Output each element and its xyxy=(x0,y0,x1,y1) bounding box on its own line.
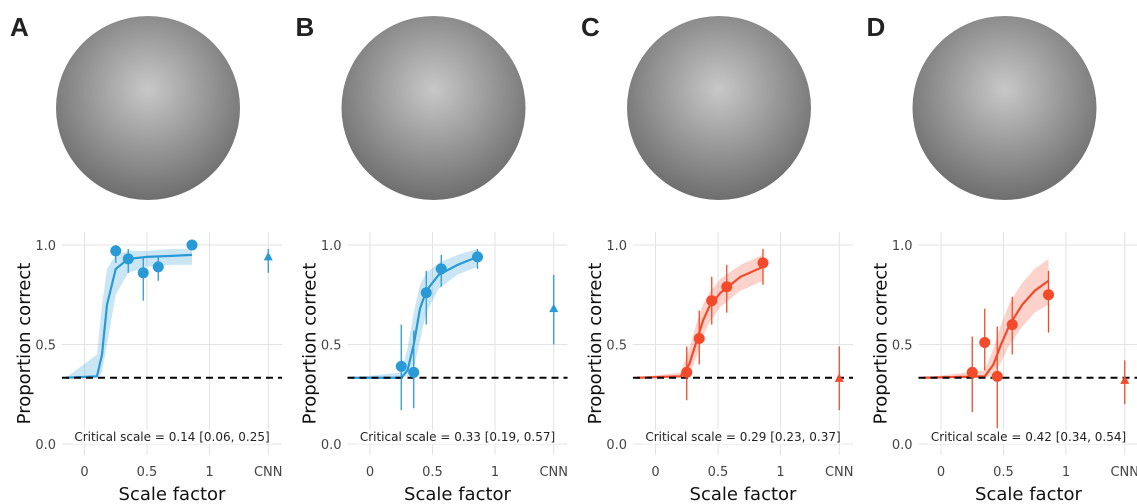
data-point xyxy=(1006,319,1018,331)
annotation: Critical scale = 0.14 [0.06, 0.25] xyxy=(74,430,269,444)
panel-label: C xyxy=(581,12,600,42)
y-axis-label: Proportion correct xyxy=(585,263,606,425)
x-tick-label: 1 xyxy=(491,465,499,480)
annotation-bg xyxy=(72,430,272,444)
data-point xyxy=(681,366,693,378)
annotation-bg xyxy=(643,430,843,444)
confidence-band xyxy=(351,248,478,378)
x-tick-label: CNN xyxy=(254,465,283,480)
cnn-point xyxy=(834,373,844,382)
x-tick-label: CNN xyxy=(1110,465,1137,480)
x-tick-label: 1 xyxy=(1062,465,1070,480)
data-point xyxy=(435,263,447,275)
x-tick-label: 0 xyxy=(80,465,88,480)
x-tick-label: 0 xyxy=(937,465,945,480)
data-point xyxy=(706,295,718,307)
cnn-point xyxy=(549,303,559,313)
data-point xyxy=(395,360,407,372)
x-tick-label: 0 xyxy=(651,465,659,480)
x-tick-label: 1 xyxy=(776,465,784,480)
photo xyxy=(627,16,811,200)
data-point xyxy=(1043,289,1054,301)
cnn-point xyxy=(263,251,273,261)
y-tick-label: 0.5 xyxy=(892,338,913,353)
photo xyxy=(56,16,240,200)
y-axis-label: Proportion correct xyxy=(300,263,321,425)
fit-line xyxy=(351,255,478,379)
photo xyxy=(341,16,526,200)
x-tick-label: 0 xyxy=(366,465,374,480)
data-point xyxy=(721,281,733,293)
data-point xyxy=(979,337,991,349)
photo-disc xyxy=(341,16,526,200)
x-tick-label: 1 xyxy=(205,465,213,480)
photo-disc xyxy=(627,16,811,200)
panel-label: A xyxy=(10,12,29,42)
y-tick-label: 1.0 xyxy=(35,239,56,254)
confidence-band xyxy=(65,248,192,378)
data-point xyxy=(122,253,134,265)
y-tick-label: 0.0 xyxy=(35,438,56,453)
panel-label: B xyxy=(296,12,315,42)
data-point xyxy=(991,370,1003,382)
confidence-band xyxy=(922,258,1049,378)
photo-disc xyxy=(56,16,240,200)
y-tick-label: 0.5 xyxy=(321,338,342,353)
y-axis-label: Proportion correct xyxy=(871,263,892,425)
x-axis-label: Scale factor xyxy=(119,484,226,504)
x-tick-label: 0.5 xyxy=(708,465,729,480)
y-tick-label: 0.0 xyxy=(892,438,913,453)
annotation-bg xyxy=(928,430,1129,444)
data-point xyxy=(693,333,705,345)
photo xyxy=(912,16,1097,200)
annotation-bg xyxy=(357,430,558,444)
x-tick-label: CNN xyxy=(825,465,854,480)
fit-line xyxy=(922,279,1050,379)
annotation: Critical scale = 0.29 [0.23, 0.37] xyxy=(645,430,840,444)
data-point xyxy=(420,287,432,299)
x-axis-label: Scale factor xyxy=(690,484,797,504)
data-point xyxy=(137,267,149,279)
data-point xyxy=(966,366,978,378)
x-tick-label: 0.5 xyxy=(993,465,1014,480)
photo-disc xyxy=(912,16,1097,200)
panel-label: D xyxy=(867,12,886,42)
x-tick-label: 0.5 xyxy=(137,465,158,480)
y-tick-label: 0.5 xyxy=(606,338,627,353)
annotation: Critical scale = 0.42 [0.34, 0.54] xyxy=(931,430,1126,444)
data-point xyxy=(152,261,164,273)
x-tick-label: CNN xyxy=(539,465,568,480)
y-tick-label: 1.0 xyxy=(321,239,342,254)
x-axis-label: Scale factor xyxy=(975,484,1082,504)
cnn-point xyxy=(1120,375,1130,384)
y-tick-label: 0.0 xyxy=(606,438,627,453)
x-tick-label: 0.5 xyxy=(422,465,443,480)
data-point xyxy=(110,245,122,257)
y-tick-label: 1.0 xyxy=(892,239,913,254)
annotation: Critical scale = 0.33 [0.19, 0.57] xyxy=(360,430,555,444)
y-axis-label: Proportion correct xyxy=(14,263,35,425)
data-point xyxy=(408,366,420,378)
y-tick-label: 0.0 xyxy=(321,438,342,453)
data-point xyxy=(186,239,198,251)
fit-line xyxy=(65,253,193,379)
y-tick-label: 1.0 xyxy=(606,239,627,254)
x-axis-label: Scale factor xyxy=(404,484,511,504)
data-point xyxy=(757,257,769,269)
data-point xyxy=(472,251,483,263)
y-tick-label: 0.5 xyxy=(35,338,56,353)
